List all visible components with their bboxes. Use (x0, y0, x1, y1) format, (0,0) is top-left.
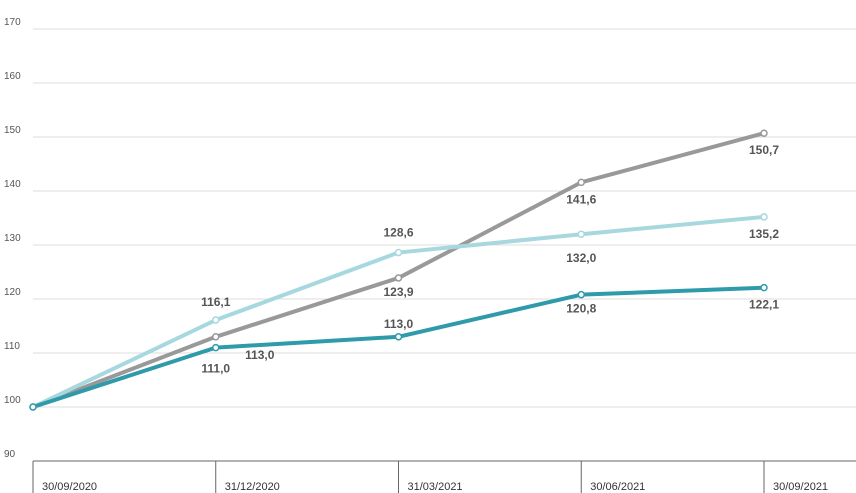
data-label: 135,2 (749, 227, 779, 241)
data-label: 116,1 (201, 295, 231, 309)
data-point (394, 333, 403, 341)
y-tick-label: 90 (4, 449, 16, 460)
x-tick-label: 30/09/2020 (42, 481, 97, 493)
data-point (577, 290, 585, 299)
data-point (760, 213, 768, 221)
data-label: 132,0 (566, 251, 596, 265)
data-point (394, 274, 403, 282)
data-label: 113,0 (245, 348, 275, 362)
data-point (577, 178, 585, 187)
data-point (394, 248, 403, 257)
data-point (760, 129, 768, 137)
y-tick-label: 130 (4, 233, 21, 244)
series-line (31, 131, 766, 409)
x-axis: 30/09/2020 31/12/2020 31/03/2021 30/06/2021… (32, 460, 856, 493)
y-tick-label: 120 (4, 287, 21, 298)
data-label: 128,6 (383, 226, 413, 240)
data-point (212, 343, 220, 352)
y-tick-label: 150 (4, 125, 21, 136)
data-point (212, 316, 220, 324)
x-tick-label: 30/06/2021 (590, 481, 645, 493)
data-label: 150,7 (749, 143, 779, 157)
data-label: 113,0 (384, 317, 414, 331)
data-label: 122,1 (749, 298, 779, 312)
data-label: 141,6 (566, 192, 596, 206)
data-point (577, 230, 585, 238)
x-tick-label: 31/03/2021 (408, 481, 463, 493)
data-label: 123,9 (383, 285, 413, 299)
data-point (760, 283, 768, 292)
y-tick-label: 160 (4, 71, 21, 82)
data-point (212, 333, 220, 341)
series-lines (29, 129, 768, 411)
data-label: 120,8 (566, 302, 596, 316)
data-labels: 113,0 123,9 141,6 150,7 116,1 128,6 132,0 135,2… (201, 143, 779, 375)
series-line (31, 285, 766, 409)
y-tick-label: 170 (4, 17, 21, 28)
y-tick-label: 100 (4, 395, 21, 406)
x-tick-label: 31/12/2020 (225, 481, 280, 493)
y-tick-label: 110 (4, 341, 20, 352)
x-tick-label: 30/09/2021 (773, 481, 828, 493)
y-tick-label: 140 (4, 179, 21, 190)
data-point (29, 403, 37, 411)
data-label: 111,0 (201, 362, 230, 376)
y-axis-ticks: 90 100 110 120 130 140 150 160 170 (4, 17, 21, 460)
